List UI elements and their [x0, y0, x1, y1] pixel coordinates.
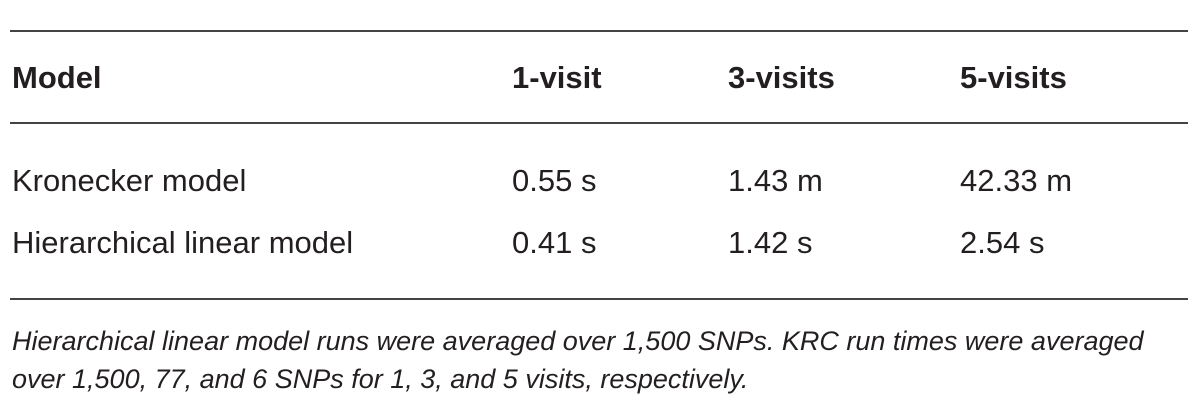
rule	[10, 122, 1188, 124]
header-cell: 3-visits	[728, 60, 835, 95]
cell: 0.55 s	[512, 163, 597, 198]
rule	[10, 30, 1188, 32]
cell: 1.42 s	[728, 225, 813, 260]
header-cell: 5-visits	[960, 60, 1067, 95]
header-cell: 1-visit	[512, 60, 602, 95]
cell: Hierarchical linear model	[12, 225, 354, 260]
cell: 1.43 m	[728, 163, 823, 198]
cell: Kronecker model	[12, 163, 247, 198]
footnote: Hierarchical linear model runs were aver…	[12, 326, 1144, 394]
rule	[10, 298, 1188, 300]
cell: 42.33 m	[960, 163, 1073, 198]
header-cell: Model	[12, 60, 102, 95]
cell: 2.54 s	[960, 225, 1045, 260]
cell: 0.41 s	[512, 225, 597, 260]
